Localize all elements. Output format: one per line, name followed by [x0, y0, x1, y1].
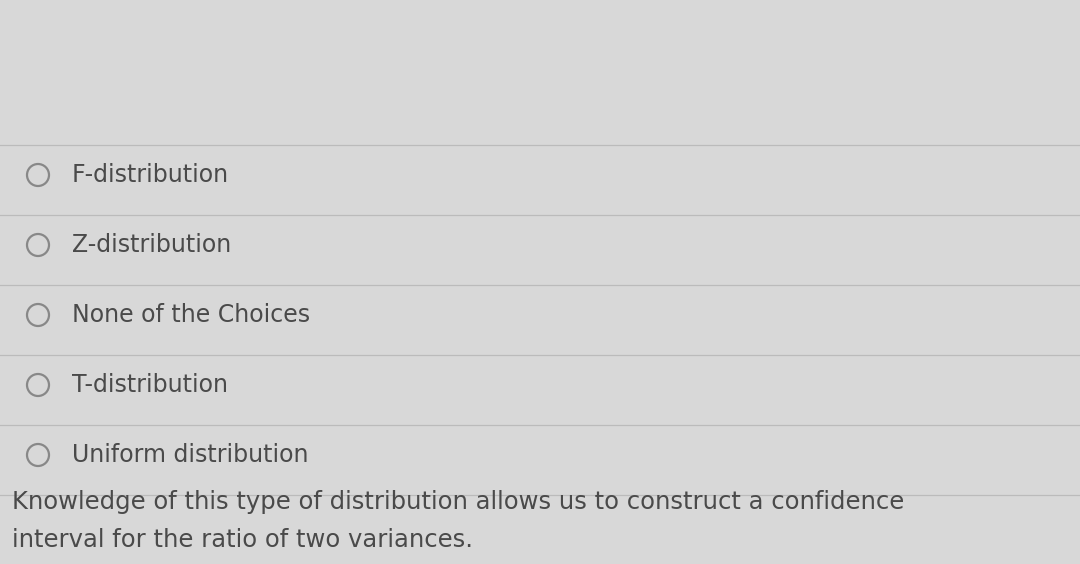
Text: Knowledge of this type of distribution allows us to construct a confidence: Knowledge of this type of distribution a… — [12, 490, 904, 514]
Text: T-distribution: T-distribution — [72, 373, 228, 397]
Text: None of the Choices: None of the Choices — [72, 303, 310, 327]
Text: Z-distribution: Z-distribution — [72, 233, 231, 257]
Text: F-distribution: F-distribution — [72, 163, 229, 187]
Text: interval for the ratio of two variances.: interval for the ratio of two variances. — [12, 528, 473, 552]
Text: Uniform distribution: Uniform distribution — [72, 443, 309, 467]
